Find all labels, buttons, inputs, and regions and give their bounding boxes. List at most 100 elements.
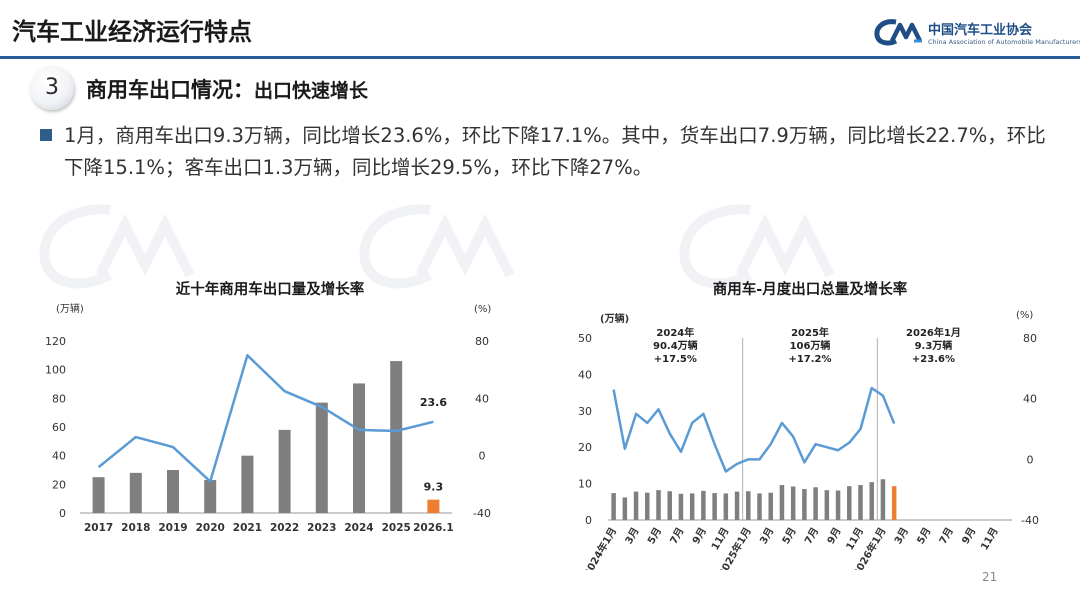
y2-tick-label: 80 xyxy=(475,335,489,348)
x-tick-label: 7月 xyxy=(668,526,687,547)
y2-tick-label: 80 xyxy=(1023,332,1037,345)
growth-rate-line xyxy=(612,386,896,473)
bar xyxy=(701,490,706,520)
bar xyxy=(869,482,874,520)
period-annotation-title: 2024年 xyxy=(656,326,694,339)
growth-rate-line xyxy=(97,354,434,483)
section-heading: 3 商用车出口情况：出口快速增长 xyxy=(30,66,730,110)
section-title: 商用车出口情况：出口快速增长 xyxy=(86,74,368,104)
bar xyxy=(427,499,440,513)
bar xyxy=(790,486,796,520)
y-tick-label: 20 xyxy=(52,478,66,491)
bar xyxy=(353,383,365,513)
y2-tick-label: 0 xyxy=(479,450,486,463)
y2-tick-label: 0 xyxy=(1027,453,1034,466)
bar xyxy=(622,497,628,520)
x-tick-label: 2020 xyxy=(196,522,225,534)
period-annotation-volume: 106万辆 xyxy=(790,339,831,352)
y-tick-label: 120 xyxy=(45,335,66,348)
watermark-mark-icon xyxy=(39,204,195,289)
data-label: 9.3 xyxy=(424,481,444,494)
y-tick-label: 50 xyxy=(578,332,592,345)
y-axis-right-unit: (%) xyxy=(474,304,491,315)
y-tick-label: 0 xyxy=(59,507,66,520)
bullet-text: 1月，商用车出口9.3万辆，同比增长23.6%，环比下降17.1%。其中，货车出… xyxy=(64,124,1046,179)
bar xyxy=(768,492,773,520)
x-tick-label: 2017 xyxy=(84,522,113,534)
bar xyxy=(656,490,661,520)
bar xyxy=(278,429,291,513)
x-tick-label: 3月 xyxy=(623,526,642,547)
x-tick-label: 3月 xyxy=(892,526,911,547)
x-tick-label: 3月 xyxy=(757,526,776,547)
y2-tick-label: -40 xyxy=(473,507,491,520)
x-tick-label: 2024 xyxy=(344,522,373,534)
monthly-export-chart: 商用车-月度出口总量及增长率 (万辆) (%) 0 10 20 30 40 50 -40 0 40 8… xyxy=(560,278,1060,570)
x-tick-label: 2019 xyxy=(158,522,187,534)
bar xyxy=(746,491,751,520)
bar xyxy=(204,480,217,513)
y-tick-label: 0 xyxy=(585,514,592,527)
x-tick-label: 2018 xyxy=(121,522,150,534)
y2-tick-label: 40 xyxy=(1023,393,1037,406)
bar xyxy=(92,477,105,513)
y2-tick-label: -40 xyxy=(1021,514,1039,527)
page-number: 21 xyxy=(982,570,998,584)
data-label: 23.6 xyxy=(420,396,447,409)
x-tick-label: 7月 xyxy=(937,526,956,547)
header-divider xyxy=(0,56,1080,59)
period-annotation-rate: +17.5% xyxy=(654,354,697,365)
y-tick-label: 60 xyxy=(52,421,66,434)
bar xyxy=(667,491,672,520)
x-tick-label: 2025 xyxy=(382,522,411,534)
bar xyxy=(390,361,403,513)
bar xyxy=(757,493,762,520)
bar xyxy=(129,472,142,513)
section-number-badge: 3 xyxy=(30,66,74,110)
watermark-mark-icon xyxy=(679,204,835,289)
period-annotation-volume: 9.3万辆 xyxy=(915,339,953,352)
bar xyxy=(723,493,729,520)
y-axis-left-unit: (万辆) xyxy=(56,302,84,315)
page-title: 汽车工业经济运行特点 xyxy=(12,18,252,46)
y-tick-label: 30 xyxy=(578,405,592,418)
bar xyxy=(167,470,179,513)
logo-en-text: China Association of Automobile Manufact… xyxy=(928,38,1080,46)
bullet-square-icon xyxy=(40,129,52,141)
x-tick-label: 11月 xyxy=(844,526,866,553)
logo-cn-text: 中国汽车工业协会 xyxy=(928,23,1033,38)
bar xyxy=(858,485,863,520)
bar xyxy=(633,491,639,520)
bar xyxy=(824,490,830,520)
bar xyxy=(835,490,841,520)
bar xyxy=(847,486,852,520)
period-annotation-rate: +23.6% xyxy=(912,354,955,365)
period-annotation-title: 2026年1月 xyxy=(906,326,961,339)
section-title-main: 商用车出口情况： xyxy=(86,78,254,102)
x-tick-label: 5月 xyxy=(915,526,934,547)
bar xyxy=(645,492,650,520)
x-tick-label: 11月 xyxy=(978,526,1000,553)
logo: 中国汽车工业协会 China Association of Automobile… xyxy=(874,17,1080,51)
x-tick-label: 11月 xyxy=(709,526,731,553)
x-tick-label: 5月 xyxy=(645,526,664,547)
annual-export-chart: 近十年商用车出口量及增长率 (万辆) (%) 0 20 40 60 80 100 120 -40 0… xyxy=(40,278,500,548)
y2-tick-label: 40 xyxy=(475,392,489,405)
x-tick-label: 2021 xyxy=(233,522,262,534)
bar xyxy=(315,402,328,513)
y-axis-right-unit: (%) xyxy=(1016,310,1033,321)
x-tick-label: 2026.1 xyxy=(413,522,454,534)
bar xyxy=(734,491,740,520)
bar xyxy=(241,455,254,513)
y-tick-label: 80 xyxy=(52,392,66,405)
chart-title: 商用车-月度出口总量及增长率 xyxy=(712,282,908,298)
y-tick-label: 40 xyxy=(52,450,66,463)
y-tick-label: 20 xyxy=(578,441,592,454)
y-tick-label: 100 xyxy=(45,364,66,377)
x-tick-label: 9月 xyxy=(959,526,978,547)
x-tick-label: 9月 xyxy=(825,526,844,547)
bar xyxy=(880,479,886,520)
y-tick-label: 10 xyxy=(578,478,592,491)
period-annotation-title: 2025年 xyxy=(791,326,829,339)
